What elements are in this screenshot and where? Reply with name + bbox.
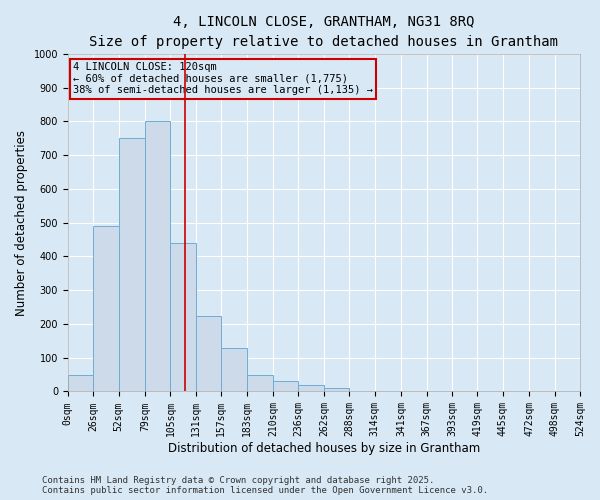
Bar: [145, 122, 170, 392]
Text: 4 LINCOLN CLOSE: 120sqm
← 60% of detached houses are smaller (1,775)
38% of semi: 4 LINCOLN CLOSE: 120sqm ← 60% of detache…: [73, 62, 373, 96]
Bar: [298, 386, 324, 392]
Bar: [247, 374, 273, 392]
Title: 4, LINCOLN CLOSE, GRANTHAM, NG31 8RQ
Size of property relative to detached house: 4, LINCOLN CLOSE, GRANTHAM, NG31 8RQ Siz…: [89, 15, 559, 48]
Bar: [68, 374, 93, 392]
Bar: [93, 226, 119, 392]
Bar: [170, 243, 196, 392]
Text: Contains HM Land Registry data © Crown copyright and database right 2025.
Contai: Contains HM Land Registry data © Crown c…: [42, 476, 488, 495]
Bar: [196, 316, 221, 392]
Bar: [324, 388, 349, 392]
X-axis label: Distribution of detached houses by size in Grantham: Distribution of detached houses by size …: [168, 442, 480, 455]
Bar: [273, 382, 298, 392]
Bar: [221, 348, 247, 392]
Y-axis label: Number of detached properties: Number of detached properties: [15, 130, 28, 316]
Bar: [119, 138, 145, 392]
